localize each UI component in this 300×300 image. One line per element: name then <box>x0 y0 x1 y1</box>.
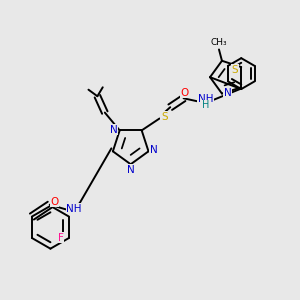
Text: N: N <box>128 165 135 175</box>
Text: S: S <box>231 65 238 75</box>
Text: H: H <box>202 100 209 110</box>
Text: S: S <box>161 112 168 122</box>
Text: N: N <box>224 88 232 98</box>
Text: O: O <box>180 88 189 98</box>
Text: CH₃: CH₃ <box>211 38 227 47</box>
Text: NH: NH <box>66 204 82 214</box>
Text: O: O <box>50 197 59 207</box>
Text: N: N <box>150 146 158 155</box>
Text: NH: NH <box>197 94 213 104</box>
Text: F: F <box>58 233 64 243</box>
Text: N: N <box>110 124 118 134</box>
